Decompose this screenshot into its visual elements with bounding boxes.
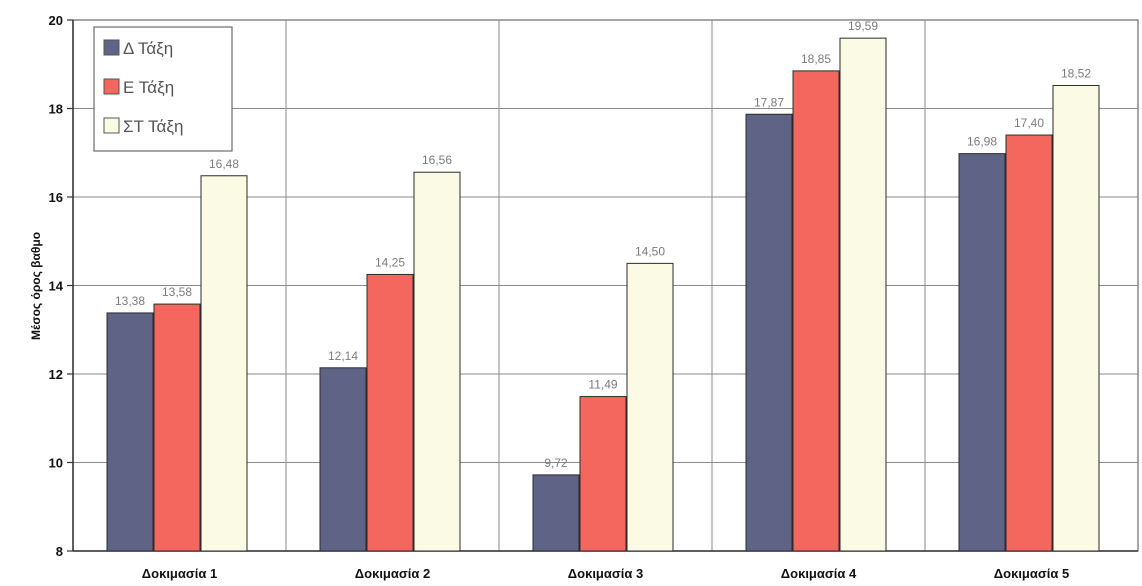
bar [626,262,674,552]
bar [366,273,414,552]
bar [413,171,461,552]
bar [532,474,580,552]
data-label: 17,87 [754,95,784,109]
data-label: 14,50 [635,244,665,258]
x-tick-label: Δοκιμασία 2 [355,566,430,581]
bar [1005,134,1053,552]
data-label: 13,38 [115,294,145,308]
bar [1052,84,1100,552]
y-tick-label: 16 [49,190,63,205]
bar [792,70,840,552]
y-axis-label: Μέσος όρος βαθμο [29,232,43,340]
data-label: 17,40 [1014,116,1044,130]
data-label: 13,58 [162,285,192,299]
data-label: 9,72 [544,456,568,470]
tick-labels: 8 10 12 14 16 18 20 Δοκιμασία 1 Δοκιμασία 2 Δοκιμ… [49,13,1070,581]
legend-label: Δ Τάξη [123,39,173,58]
legend-label: Ε Τάξη [123,78,174,97]
data-label: 18,85 [801,52,831,66]
x-tick-label: Δοκιμασία 5 [994,566,1069,581]
bar [106,312,154,552]
x-tick-label: Δοκιμασία 1 [142,566,217,581]
data-label: 14,25 [375,255,405,269]
x-tick-label: Δοκιμασία 4 [781,566,857,581]
legend-swatch [103,78,120,95]
x-tick-label: Δοκιμασία 3 [568,566,643,581]
bar [319,367,367,552]
y-tick-label: 10 [49,456,63,471]
bar [153,303,201,552]
data-label: 16,56 [422,153,452,167]
legend-label: ΣΤ Τάξη [123,117,183,136]
y-tick-label: 12 [49,367,63,382]
data-label: 11,49 [588,378,617,392]
y-tick-label: 20 [49,13,63,28]
legend-swatch [103,117,120,134]
data-labels: 13,38 13,58 16,48 12,14 14,25 16,56 9,72 11,49 1… [115,19,1091,470]
data-label: 19,59 [848,19,878,33]
data-label: 16,48 [209,157,239,171]
data-label: 18,52 [1061,66,1091,80]
legend-swatch [103,39,120,56]
bar [958,153,1006,552]
y-tick-label: 8 [56,544,63,559]
bar [839,37,887,552]
bar [200,175,248,552]
data-label: 16,98 [967,135,997,149]
data-label: 12,14 [328,349,358,363]
legend: Δ Τάξη Ε Τάξη ΣΤ Τάξη [93,26,233,152]
y-tick-label: 18 [49,102,63,117]
bar [745,113,793,552]
y-tick-label: 14 [49,279,64,294]
bar [579,396,627,552]
bars [106,37,1100,552]
